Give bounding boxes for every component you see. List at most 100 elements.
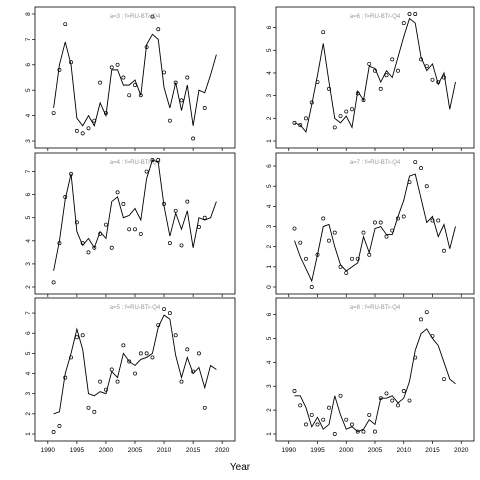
y-tick-label: 5 [266, 336, 273, 340]
observed-point [367, 412, 372, 417]
observed-point [355, 91, 360, 96]
observed-point [390, 57, 395, 62]
observed-point [390, 398, 395, 403]
observed-point [332, 432, 337, 436]
observed-point [419, 166, 423, 171]
observed-point [332, 230, 337, 235]
panel-title: a=8 : f=RU-BTr-Q4 [350, 305, 401, 311]
x-tick-label: 1995 [70, 447, 85, 454]
observed-point [327, 86, 331, 91]
observed-point [191, 369, 196, 374]
observed-point [179, 243, 184, 248]
panel-3: a=4 : f=RU-BTr-Q4 2 3 4 5 6 7 [25, 152, 236, 297]
observed-point [367, 61, 372, 66]
y-tick-label: 6 [266, 25, 273, 29]
panel-title: a=6 : f=RU-BTr-Q4 [350, 14, 401, 20]
y-tick-label: 5 [266, 184, 273, 188]
observed-point [361, 98, 366, 103]
observed-point [401, 21, 406, 26]
observed-point [315, 422, 320, 427]
y-tick-label: 4 [266, 71, 273, 75]
observed-point [350, 107, 354, 112]
observed-point [442, 75, 446, 80]
observed-point [327, 405, 331, 410]
y-tick-label: 5 [25, 88, 32, 92]
panel-frame [34, 152, 236, 295]
observed-point [315, 80, 320, 84]
observed-point [51, 111, 56, 116]
observed-point [298, 240, 303, 245]
panel-frame [275, 297, 475, 442]
observed-point [167, 118, 172, 123]
observed-point [292, 226, 297, 231]
observed-point [173, 80, 178, 85]
observed-point [103, 387, 108, 392]
observed-point [138, 231, 143, 236]
panel-title: a=3 : f=RU-BTr-Q4 [110, 14, 161, 20]
panel-frame [34, 297, 236, 442]
y-tick-label: 3 [266, 93, 273, 97]
observed-point [86, 250, 91, 255]
x-tick-label: 2020 [454, 447, 469, 454]
observed-point [413, 12, 418, 16]
observed-point [173, 208, 178, 213]
y-tick-label: 1 [25, 432, 32, 436]
observed-point [103, 111, 108, 116]
y-tick-label: 3 [25, 262, 32, 266]
observed-point [185, 199, 190, 204]
y-tick-label: 7 [25, 311, 32, 315]
observed-point [103, 222, 108, 227]
observed-point [309, 285, 314, 289]
observed-point [179, 379, 184, 384]
y-tick-label: 6 [266, 312, 273, 316]
observed-point [144, 45, 149, 49]
observed-point [338, 264, 343, 269]
observed-point [86, 405, 91, 410]
observed-point [378, 86, 383, 91]
panel-5: a=5 : f=RU-BTr-Q4 1 2 3 4 5 6 7 1990 1995 2000 2005… [25, 297, 236, 454]
observed-point [304, 256, 308, 261]
fitted-line [294, 328, 456, 433]
observed-point [162, 201, 167, 206]
x-tick-label: 2010 [157, 447, 172, 454]
fitted-line [294, 173, 456, 283]
observed-point [407, 12, 412, 16]
observed-point [442, 248, 446, 253]
observed-point [109, 65, 114, 70]
x-tick-label: 1995 [310, 447, 325, 454]
observed-point [384, 73, 389, 78]
observed-point [424, 184, 429, 189]
y-tick-label: 1 [266, 265, 273, 269]
y-tick-label: 2 [266, 116, 273, 120]
y-tick-label: 6 [25, 192, 32, 196]
observed-point [162, 70, 167, 75]
y-tick-label: 8 [25, 12, 32, 16]
y-tick-label: 3 [25, 139, 32, 143]
y-tick-label: 6 [266, 164, 273, 168]
observed-point [80, 241, 85, 246]
observed-point [162, 307, 167, 311]
observed-point [127, 93, 132, 98]
panel-frame [275, 152, 475, 295]
observed-point [196, 225, 201, 229]
panel-2: a=6 : f=RU-BTr-Q4 1 2 3 4 5 6 [266, 6, 475, 151]
panel-title: a=7 : f=RU-BTr-Q4 [350, 160, 401, 166]
observed-point [173, 333, 178, 338]
observed-point [202, 106, 207, 110]
observed-point [338, 114, 343, 119]
observed-point [355, 429, 360, 434]
observed-point [407, 398, 412, 403]
y-tick-label: 4 [266, 204, 273, 208]
observed-point [304, 422, 308, 427]
observed-point [344, 109, 349, 114]
observed-point [63, 194, 68, 199]
observed-point [98, 379, 103, 384]
panels: a=3 : f=RU-BTr-Q4 3 4 5 6 7 8 a=6 : f=RU-BTr-Q4… [25, 6, 475, 454]
fitted-line [53, 159, 217, 271]
observed-point [133, 371, 137, 376]
observed-point [196, 351, 201, 356]
fitted-line [53, 314, 217, 415]
observed-point [109, 245, 114, 250]
observed-point [436, 80, 441, 84]
observed-point [92, 409, 97, 414]
